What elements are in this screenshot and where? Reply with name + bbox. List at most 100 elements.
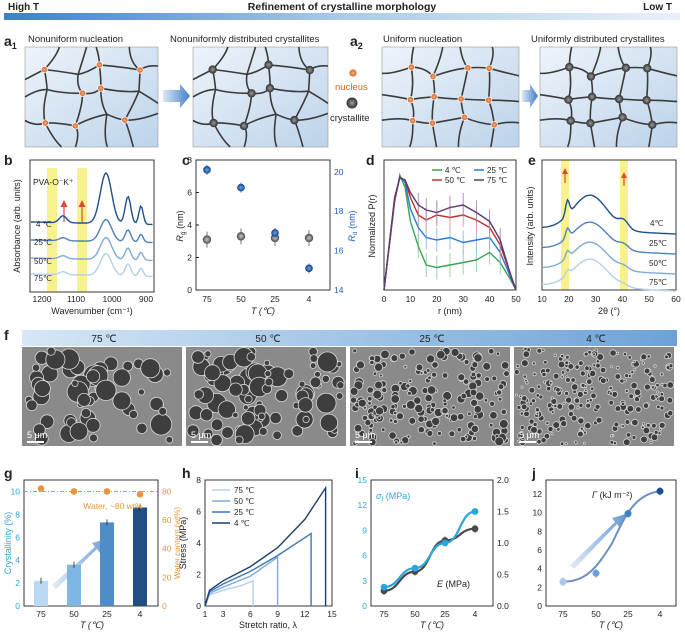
sem-pore (518, 394, 523, 398)
sem-pore (513, 369, 520, 375)
sem-pore (660, 382, 664, 386)
sem-pore (269, 411, 282, 425)
panel-d-ylabel: Normalized P(r) (367, 194, 377, 257)
rd-point (237, 183, 245, 192)
legend-label: 25 ℃ (234, 508, 254, 517)
panel-i-xlabel: T (℃) (420, 620, 444, 630)
sem-pore (610, 365, 614, 369)
sem-pore (367, 401, 372, 406)
sem-pore (641, 361, 645, 365)
x-tick: 75 (36, 609, 46, 619)
sem-pore (564, 360, 569, 366)
sem-pore (498, 419, 509, 429)
nucleus-dot (430, 93, 438, 101)
panel-label-b: b (4, 152, 13, 168)
sem-pore (463, 359, 470, 365)
sem-temp-75: 75 ℃ (91, 334, 116, 345)
sem-pore (594, 403, 601, 410)
sem-pore (559, 441, 565, 446)
sem-pore (470, 424, 479, 433)
panel-h-legend: 75 ℃ 50 ℃ 25 ℃ 4 ℃ (212, 486, 254, 528)
annotation-water: Water, ~80 wt% (83, 501, 143, 511)
sem-pore (667, 410, 674, 417)
sem-pore (401, 436, 410, 445)
sem-pore (583, 351, 589, 357)
y-tick: 4 (15, 555, 20, 565)
x-tick: 50 (69, 609, 79, 619)
sem-pore (34, 380, 51, 397)
sem-pore (394, 440, 399, 445)
sem-pore (484, 376, 490, 382)
x-tick: 20 (432, 294, 442, 304)
sem-pore (442, 398, 447, 403)
y-tick: 12 (358, 500, 368, 510)
sem-pore (414, 403, 424, 413)
sem-pore (378, 373, 383, 378)
sem-pore (349, 396, 357, 404)
schematic-box-4 (539, 46, 678, 148)
sem-temp-50: 50 ℃ (255, 334, 280, 345)
y-tick: 10 (11, 486, 21, 496)
sem-pore (425, 354, 435, 364)
sem-pore (528, 386, 536, 394)
sem-pore (369, 359, 375, 366)
xrd-curve (541, 221, 677, 255)
sem-pore (608, 399, 614, 406)
stress-curve (204, 532, 312, 607)
sem-pore (497, 383, 505, 390)
sem-pore (425, 368, 431, 373)
sem-pore (542, 359, 548, 365)
x-tick: 10 (406, 294, 416, 304)
sem-pore (426, 429, 434, 437)
polymer-chain (24, 88, 48, 98)
sem-pore (664, 354, 669, 360)
sem-pore (204, 364, 221, 382)
sem-pore (429, 407, 435, 413)
sem-pore (567, 363, 575, 370)
sem-pore (377, 415, 382, 420)
sem-pore (390, 394, 400, 404)
y-tick: 16 (334, 246, 344, 256)
panel-h: h 75 ℃ 50 ℃ 25 ℃ 4 ℃ 0 2 4 6 8 1 3 6 9 12 15 Stretch… (178, 465, 337, 630)
y-tick: 6 (187, 188, 192, 198)
x-tick: 4 (307, 294, 312, 304)
sem-pore (649, 440, 653, 444)
ftir-curve (31, 171, 153, 226)
sem-pore (482, 362, 492, 371)
sem-pore (210, 418, 224, 431)
y-tick: 6 (537, 545, 542, 555)
sem-pore (491, 375, 498, 382)
nucleus-dot (136, 66, 144, 74)
sem-pore (471, 361, 479, 369)
sem-pore (521, 359, 529, 367)
crystallite-dot (586, 72, 596, 81)
curve-label-75c: 75℃ (34, 274, 52, 283)
sem-pore (140, 358, 161, 379)
polymer-chain (308, 90, 329, 104)
sem-pore (568, 410, 575, 417)
y-tick: 0 (187, 285, 192, 295)
trend-arrow (52, 539, 106, 589)
crystallinity-bar (67, 564, 81, 606)
panel-j: j 0 2 4 6 8 10 12 75 50 25 4 Γ (kJ m⁻²) T (℃) (531, 465, 677, 630)
sem-pore (592, 352, 596, 357)
sem-pore (642, 402, 650, 409)
x-tick: 6 (248, 609, 253, 619)
sem-pore (309, 354, 319, 363)
polymer-chain (138, 90, 159, 104)
polymer-chain (246, 46, 257, 75)
sem-pore (579, 370, 586, 377)
sem-pore (519, 424, 525, 430)
panel-g-ylabel: Crystallinity (%) (3, 512, 13, 575)
scale-label-2: 5 μm (191, 430, 211, 440)
crystallite-dot (648, 120, 657, 130)
sem-pore (540, 437, 547, 444)
low-t-label: Low T (643, 2, 672, 13)
sem-pore (565, 354, 570, 360)
sem-pore (112, 391, 132, 411)
sem-pore (449, 413, 459, 422)
sem-pore (353, 423, 363, 433)
sem-pore (89, 433, 98, 443)
sem-pore (552, 421, 560, 429)
x-tick: 75 (379, 609, 389, 619)
